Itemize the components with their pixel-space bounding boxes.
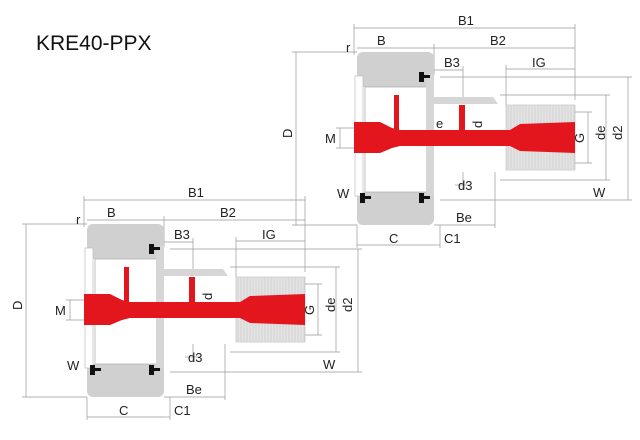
label-b1: B1 xyxy=(458,13,474,28)
label-w-left: W xyxy=(337,186,350,201)
label-w-right: W xyxy=(323,357,336,372)
label-d2: d2 xyxy=(610,126,625,140)
label-c1: C1 xyxy=(174,403,191,418)
seal xyxy=(419,75,430,78)
label-d: d xyxy=(470,121,485,128)
label-r: r xyxy=(346,40,351,55)
label-r: r xyxy=(76,212,81,227)
diagram-bottom: B1 Br B2 B3 IG D Md G de d2 d3 W W Be C C1 xyxy=(10,185,362,420)
label-d3: d3 xyxy=(188,350,202,365)
label-b1: B1 xyxy=(188,185,204,200)
radial-oil-hole xyxy=(394,95,399,131)
label-e: e xyxy=(436,116,443,131)
seal xyxy=(419,196,430,199)
label-b: B xyxy=(377,33,386,48)
label-be: Be xyxy=(456,210,472,225)
label-d2: d2 xyxy=(340,298,355,312)
seal xyxy=(149,247,160,250)
label-ig: IG xyxy=(262,227,276,242)
radial-oil-hole xyxy=(124,267,129,303)
label-c1: C1 xyxy=(444,231,461,246)
label-c: C xyxy=(119,403,128,418)
label-de: de xyxy=(323,298,338,312)
label-m: M xyxy=(55,303,66,318)
outer-ring-bottom xyxy=(357,192,434,225)
label-g: G xyxy=(572,133,587,143)
outer-ring-bottom xyxy=(87,364,164,397)
label-be: Be xyxy=(186,382,202,397)
seal xyxy=(90,368,101,371)
label-b3: B3 xyxy=(444,55,460,70)
radial-oil-hole xyxy=(189,277,195,303)
label-m: M xyxy=(325,131,336,146)
outer-ring-top xyxy=(87,224,164,259)
lubrication-passage xyxy=(84,294,305,325)
label-d: d xyxy=(200,293,215,300)
radial-oil-hole xyxy=(459,105,465,131)
label-d: D xyxy=(280,129,295,138)
lubrication-passage xyxy=(354,122,575,153)
model-title: KRE40-PPX xyxy=(36,32,152,55)
label-b2: B2 xyxy=(490,33,506,48)
label-b3: B3 xyxy=(174,227,190,242)
label-d3: d3 xyxy=(458,178,472,193)
diagram-top: B1 Br B2 B3 IG D Me d G de d2 d3 W W Be C C1 xyxy=(280,13,632,248)
label-c: C xyxy=(389,231,398,246)
label-w-right: W xyxy=(593,185,606,200)
label-g: G xyxy=(302,305,317,315)
label-d: D xyxy=(10,301,25,310)
seal xyxy=(360,196,371,199)
label-w-left: W xyxy=(67,358,80,373)
label-ig: IG xyxy=(532,55,546,70)
seal xyxy=(149,368,160,371)
outer-ring-top xyxy=(357,52,434,87)
label-b: B xyxy=(107,205,116,220)
label-b2: B2 xyxy=(220,205,236,220)
label-de: de xyxy=(593,126,608,140)
